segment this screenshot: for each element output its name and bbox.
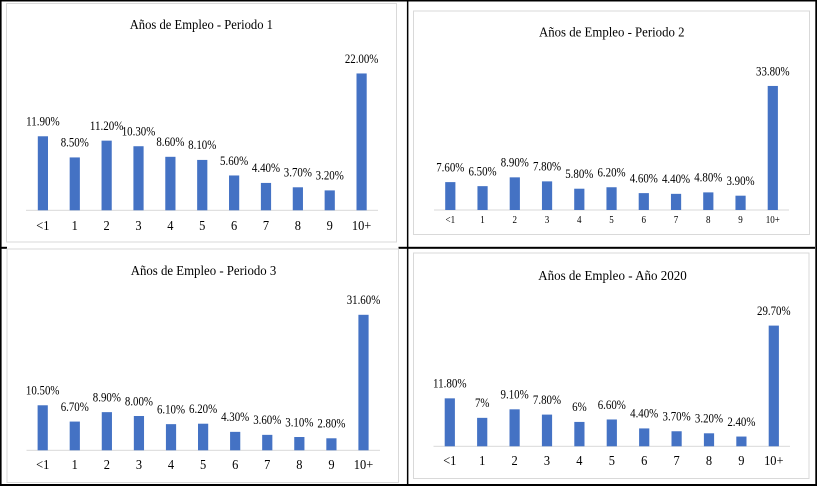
svg-text:6.70%: 6.70% bbox=[61, 400, 89, 414]
svg-text:9: 9 bbox=[738, 215, 743, 226]
svg-text:<1: <1 bbox=[446, 215, 456, 226]
svg-text:3.90%: 3.90% bbox=[726, 174, 754, 188]
svg-text:<1: <1 bbox=[36, 218, 49, 233]
svg-text:5: 5 bbox=[609, 453, 615, 468]
svg-text:9.10%: 9.10% bbox=[501, 388, 529, 402]
svg-text:2: 2 bbox=[104, 457, 110, 472]
svg-text:7: 7 bbox=[674, 215, 679, 226]
svg-text:33.80%: 33.80% bbox=[756, 64, 790, 78]
svg-text:2.40%: 2.40% bbox=[727, 415, 755, 429]
svg-text:5: 5 bbox=[199, 218, 205, 233]
svg-text:10+: 10+ bbox=[766, 215, 780, 226]
svg-text:10+: 10+ bbox=[354, 457, 374, 472]
svg-text:6: 6 bbox=[641, 453, 647, 468]
svg-text:6.20%: 6.20% bbox=[597, 166, 625, 180]
svg-text:<1: <1 bbox=[443, 453, 456, 468]
svg-text:8.90%: 8.90% bbox=[93, 390, 121, 404]
svg-text:8: 8 bbox=[296, 457, 302, 472]
svg-text:1: 1 bbox=[72, 457, 78, 472]
svg-text:5: 5 bbox=[200, 457, 206, 472]
svg-text:1: 1 bbox=[480, 215, 485, 226]
svg-text:3.70%: 3.70% bbox=[284, 166, 312, 180]
svg-text:8.50%: 8.50% bbox=[61, 136, 89, 150]
svg-text:10.30%: 10.30% bbox=[122, 125, 156, 139]
svg-text:6%: 6% bbox=[572, 400, 587, 414]
svg-text:Años de Empleo - Periodo 1: Años de Empleo - Periodo 1 bbox=[130, 18, 273, 33]
svg-text:8.00%: 8.00% bbox=[125, 394, 153, 408]
svg-text:5.80%: 5.80% bbox=[565, 167, 593, 181]
svg-text:3: 3 bbox=[135, 218, 141, 233]
svg-text:8: 8 bbox=[706, 215, 711, 226]
svg-text:11.20%: 11.20% bbox=[90, 119, 124, 133]
svg-text:7.60%: 7.60% bbox=[436, 160, 464, 174]
svg-text:4.80%: 4.80% bbox=[694, 171, 722, 185]
svg-text:11.80%: 11.80% bbox=[433, 377, 467, 391]
svg-text:2: 2 bbox=[511, 453, 517, 468]
svg-text:1: 1 bbox=[479, 453, 485, 468]
svg-text:4.60%: 4.60% bbox=[630, 171, 658, 185]
svg-text:1: 1 bbox=[72, 218, 78, 233]
svg-text:Años de Empleo - Periodo 3: Años de Empleo - Periodo 3 bbox=[131, 264, 277, 279]
svg-text:6.20%: 6.20% bbox=[189, 402, 217, 416]
svg-text:3: 3 bbox=[136, 457, 142, 472]
svg-text:10+: 10+ bbox=[764, 453, 784, 468]
svg-text:31.60%: 31.60% bbox=[347, 293, 381, 307]
svg-text:6.50%: 6.50% bbox=[468, 164, 496, 178]
svg-text:10.50%: 10.50% bbox=[26, 384, 60, 398]
svg-text:<1: <1 bbox=[36, 457, 49, 472]
svg-text:7.80%: 7.80% bbox=[533, 160, 561, 174]
svg-text:4.40%: 4.40% bbox=[252, 161, 280, 175]
svg-text:3.60%: 3.60% bbox=[253, 413, 281, 427]
svg-text:6: 6 bbox=[231, 218, 237, 233]
svg-text:3: 3 bbox=[545, 215, 550, 226]
svg-text:7%: 7% bbox=[475, 396, 490, 410]
svg-text:7: 7 bbox=[673, 453, 679, 468]
svg-text:7: 7 bbox=[263, 218, 269, 233]
svg-text:3.20%: 3.20% bbox=[695, 412, 723, 426]
svg-text:8: 8 bbox=[706, 453, 712, 468]
svg-text:9: 9 bbox=[328, 457, 334, 472]
svg-text:11.90%: 11.90% bbox=[26, 115, 60, 129]
svg-text:3: 3 bbox=[544, 453, 550, 468]
svg-text:4.30%: 4.30% bbox=[221, 410, 249, 424]
svg-text:9: 9 bbox=[738, 453, 744, 468]
svg-text:8: 8 bbox=[295, 218, 301, 233]
svg-text:29.70%: 29.70% bbox=[757, 304, 791, 318]
svg-text:6: 6 bbox=[232, 457, 238, 472]
svg-text:2.80%: 2.80% bbox=[317, 417, 345, 431]
svg-text:4: 4 bbox=[577, 215, 582, 226]
svg-text:4: 4 bbox=[168, 457, 174, 472]
svg-text:5.60%: 5.60% bbox=[220, 154, 248, 168]
svg-text:8.10%: 8.10% bbox=[188, 138, 216, 152]
svg-text:2: 2 bbox=[104, 218, 110, 233]
svg-text:10+: 10+ bbox=[352, 218, 372, 233]
svg-text:4.40%: 4.40% bbox=[662, 172, 690, 186]
svg-text:22.00%: 22.00% bbox=[345, 52, 379, 66]
svg-text:7: 7 bbox=[264, 457, 270, 472]
svg-text:8.60%: 8.60% bbox=[156, 135, 184, 149]
svg-text:4.40%: 4.40% bbox=[630, 407, 658, 421]
svg-text:6.10%: 6.10% bbox=[157, 402, 185, 416]
svg-text:3.70%: 3.70% bbox=[663, 410, 691, 424]
svg-text:Años de Empleo - Periodo 2: Años de Empleo - Periodo 2 bbox=[539, 26, 685, 41]
svg-text:6.60%: 6.60% bbox=[598, 398, 626, 412]
svg-text:Años de Empleo - Año 2020: Años de Empleo - Año 2020 bbox=[538, 269, 687, 284]
svg-text:8.90%: 8.90% bbox=[501, 156, 529, 170]
svg-text:7.80%: 7.80% bbox=[533, 393, 561, 407]
svg-text:5: 5 bbox=[609, 215, 614, 226]
svg-text:2: 2 bbox=[513, 215, 518, 226]
svg-text:3.20%: 3.20% bbox=[316, 169, 344, 183]
svg-text:9: 9 bbox=[327, 218, 333, 233]
svg-text:6: 6 bbox=[642, 215, 647, 226]
svg-text:3.10%: 3.10% bbox=[285, 415, 313, 429]
svg-text:4: 4 bbox=[167, 218, 173, 233]
svg-text:4: 4 bbox=[576, 453, 582, 468]
